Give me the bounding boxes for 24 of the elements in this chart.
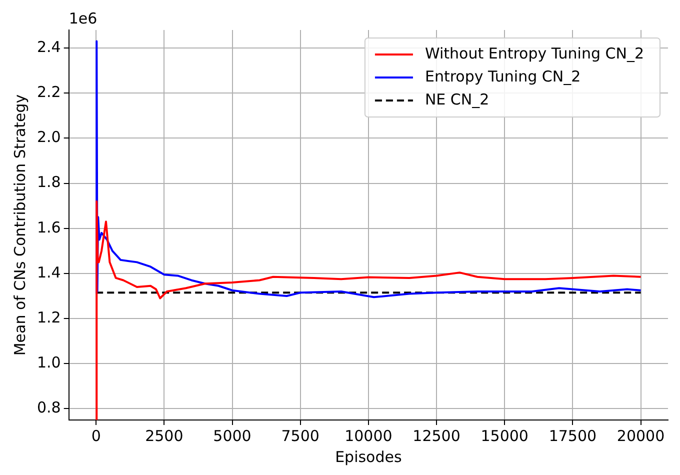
x-tick-label: 2500: [145, 426, 184, 445]
y-tick-label: 2.2: [36, 83, 61, 102]
x-tick-label: 17500: [548, 426, 597, 445]
y-tick-label: 2.4: [36, 38, 61, 56]
legend-label: Without Entropy Tuning CN_2: [424, 44, 644, 62]
x-axis-title: Episodes: [335, 448, 402, 466]
x-tick-label: 15000: [480, 426, 528, 445]
x-tick-label: 0: [91, 426, 101, 445]
y-tick-label: 1.6: [36, 218, 61, 236]
legend-label: Entropy Tuning CN_2: [424, 67, 581, 86]
text: 1e6: [68, 9, 98, 28]
x-tick-label: 20000: [616, 426, 665, 445]
y-axis-title: Mean of CNs Contribution Strategy: [10, 94, 29, 356]
y-tick-label: 1.4: [36, 263, 61, 282]
legend-label: NE CN_2: [424, 90, 490, 108]
y-tick-label: 1.2: [36, 308, 61, 326]
y-tick-label: 0.8: [36, 398, 61, 417]
y-tick-label: 1.8: [36, 173, 61, 192]
y-tick-label: 2.0: [36, 128, 61, 146]
x-tick-label: 7500: [281, 426, 320, 445]
x-tick-label: 12500: [412, 426, 460, 445]
x-tick-label: 10000: [344, 426, 392, 445]
x-tick-label: 5000: [213, 426, 252, 445]
y-tick-label: 1.0: [36, 354, 61, 372]
